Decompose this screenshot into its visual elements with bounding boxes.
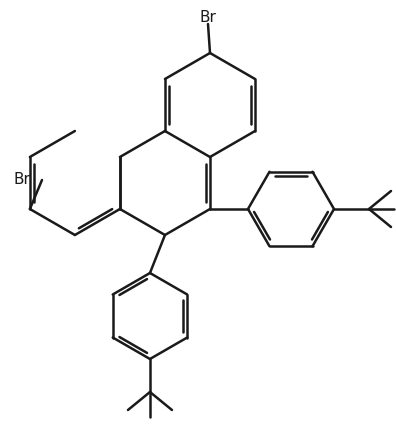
Text: Br: Br xyxy=(200,11,217,25)
Text: Br: Br xyxy=(13,173,30,187)
